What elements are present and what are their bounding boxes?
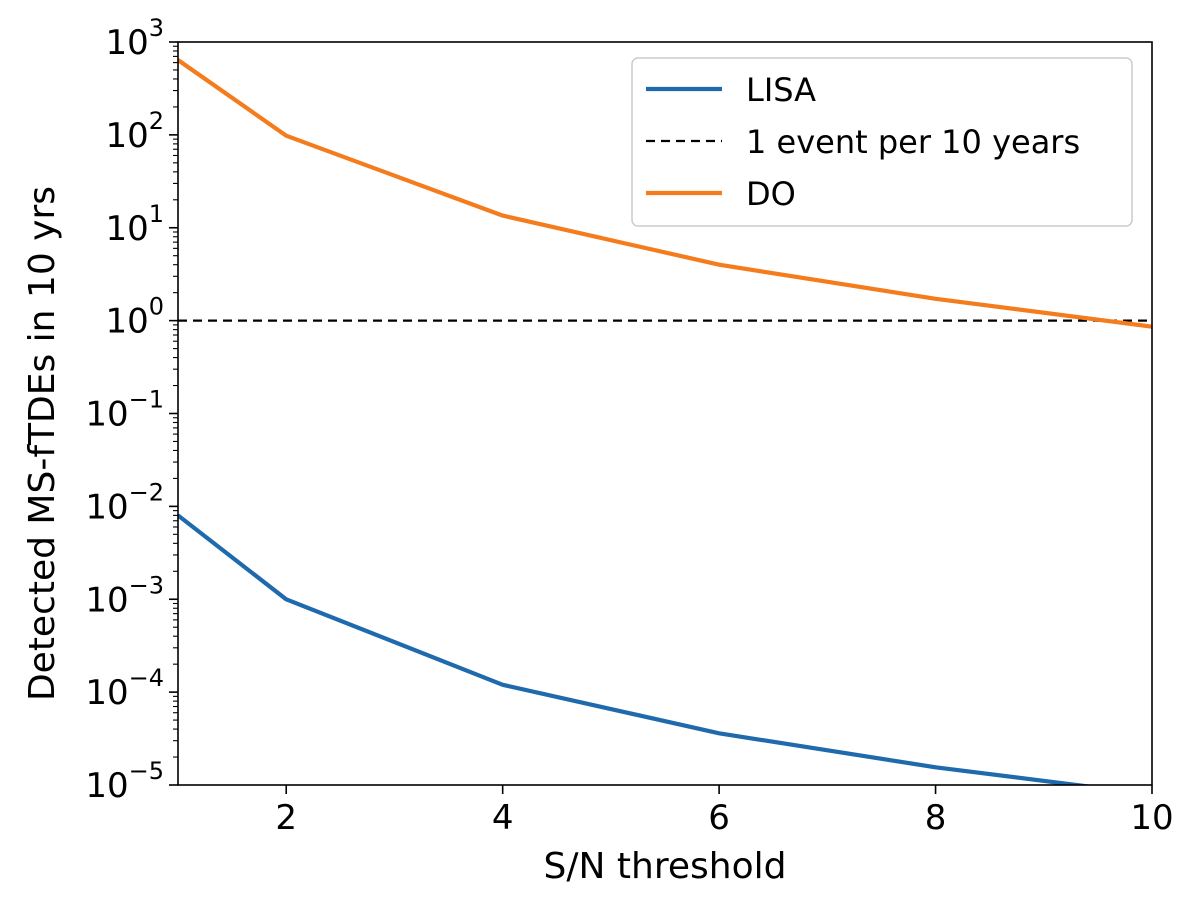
legend-box xyxy=(631,57,1133,227)
y-tick-label: 10−1 xyxy=(85,386,164,435)
legend-label: 1 event per 10 years xyxy=(746,123,1080,161)
legend-item: DO xyxy=(646,175,796,213)
x-tick-label: 4 xyxy=(492,798,514,838)
series-layer xyxy=(178,58,1152,785)
y-tick-label: 103 xyxy=(105,14,164,63)
y-tick-label: 10−5 xyxy=(85,757,164,806)
series-line-do xyxy=(178,58,1152,329)
y-tick-label: 101 xyxy=(105,200,164,249)
y-tick-label: 10−4 xyxy=(85,664,164,713)
x-tick-label: 2 xyxy=(275,798,297,838)
x-tick-label: 6 xyxy=(708,798,730,838)
legend-label: LISA xyxy=(746,71,816,109)
y-axis-label: Detected MS-fTDEs in 10 yrs xyxy=(22,186,63,701)
legend: LISA 1 event per 10 years DO xyxy=(631,57,1133,227)
y-tick-label: 102 xyxy=(105,107,164,156)
legend-item: 1 event per 10 years xyxy=(646,123,1080,161)
legend-label: DO xyxy=(746,175,796,213)
y-tick-label: 100 xyxy=(105,293,164,342)
y-tick-label: 10−3 xyxy=(85,571,164,620)
series-line-lisa xyxy=(178,513,1094,785)
x-tick-label: 10 xyxy=(1130,798,1173,838)
x-axis-label: S/N threshold xyxy=(544,846,787,887)
x-tick-label: 8 xyxy=(925,798,947,838)
y-tick-label: 10−2 xyxy=(85,478,164,527)
y-axis: 103 102 101 100 10−1 10−2 10−3 10−4 10−5 xyxy=(85,14,178,806)
legend-item: LISA xyxy=(646,71,816,109)
x-axis: 2 4 6 8 10 xyxy=(275,785,1174,838)
